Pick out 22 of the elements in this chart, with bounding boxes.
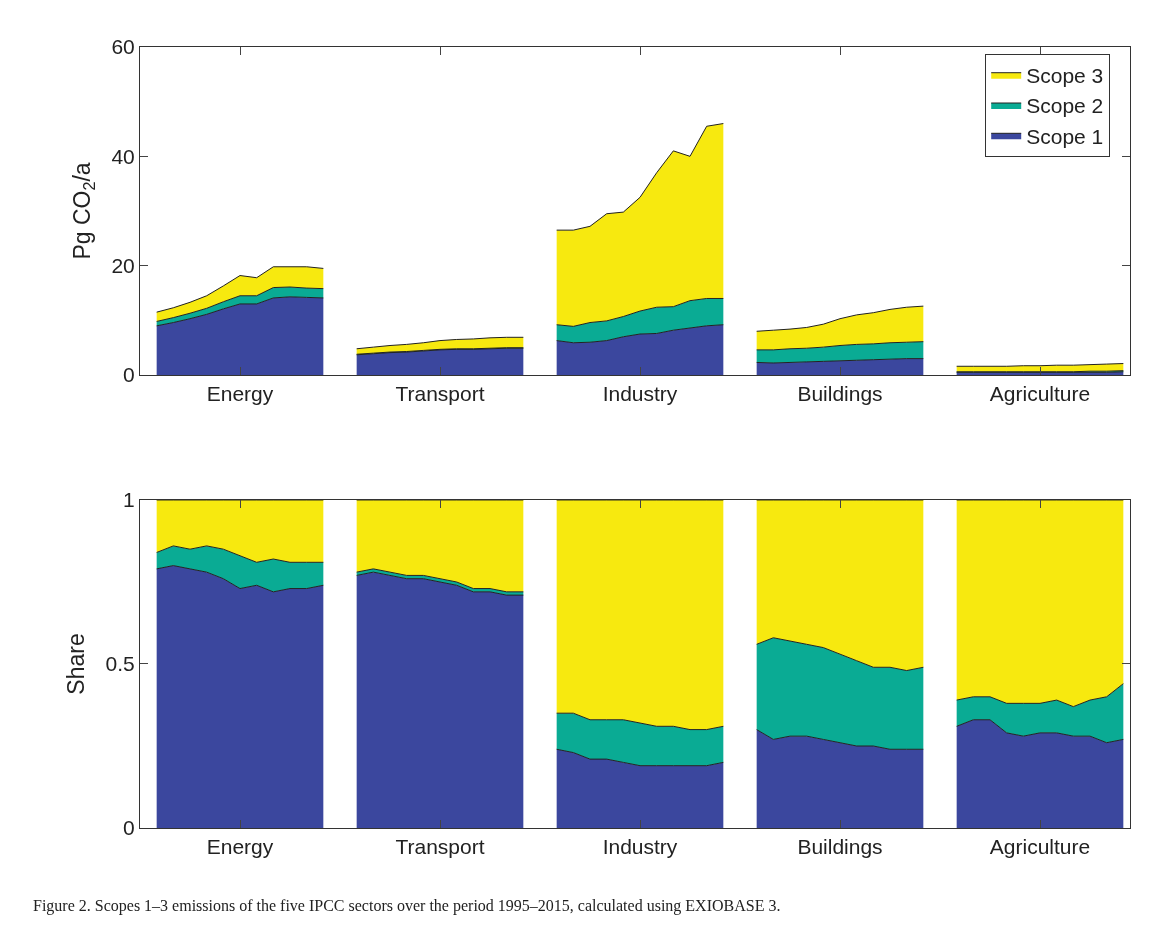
x-tick-label: Agriculture — [989, 835, 1091, 859]
x-tick-label: Agriculture — [989, 382, 1091, 406]
x-tick-label: Energy — [206, 382, 274, 406]
legend-label: Scope 2 — [1026, 94, 1104, 118]
y-axis-title: Share — [63, 633, 90, 695]
x-tick-label: Buildings — [797, 382, 883, 406]
y-tick-label: 1 — [123, 488, 135, 512]
caption: Figure 2. Scopes 1–3 emissions of the five IPCC sectors over the period 1995–2015, calculated using EXIOBASE 3. — [33, 897, 781, 915]
y-tick-label: 0 — [123, 816, 135, 840]
y-tick-label: 40 — [111, 144, 135, 168]
x-tick-label: Transport — [395, 835, 485, 859]
legend-label: Scope 3 — [1026, 63, 1104, 87]
x-tick-label: Industry — [602, 382, 678, 406]
legend-label: Scope 1 — [1026, 124, 1104, 148]
y-tick-label: 0 — [123, 363, 135, 387]
y-tick-label: 0.5 — [105, 652, 135, 676]
x-tick-label: Industry — [602, 835, 678, 859]
x-tick-label: Transport — [395, 382, 485, 406]
x-tick-label: Energy — [206, 835, 274, 859]
x-tick-label: Buildings — [797, 835, 883, 859]
y-tick-label: 60 — [111, 35, 135, 59]
y-tick-label: 20 — [111, 254, 135, 278]
